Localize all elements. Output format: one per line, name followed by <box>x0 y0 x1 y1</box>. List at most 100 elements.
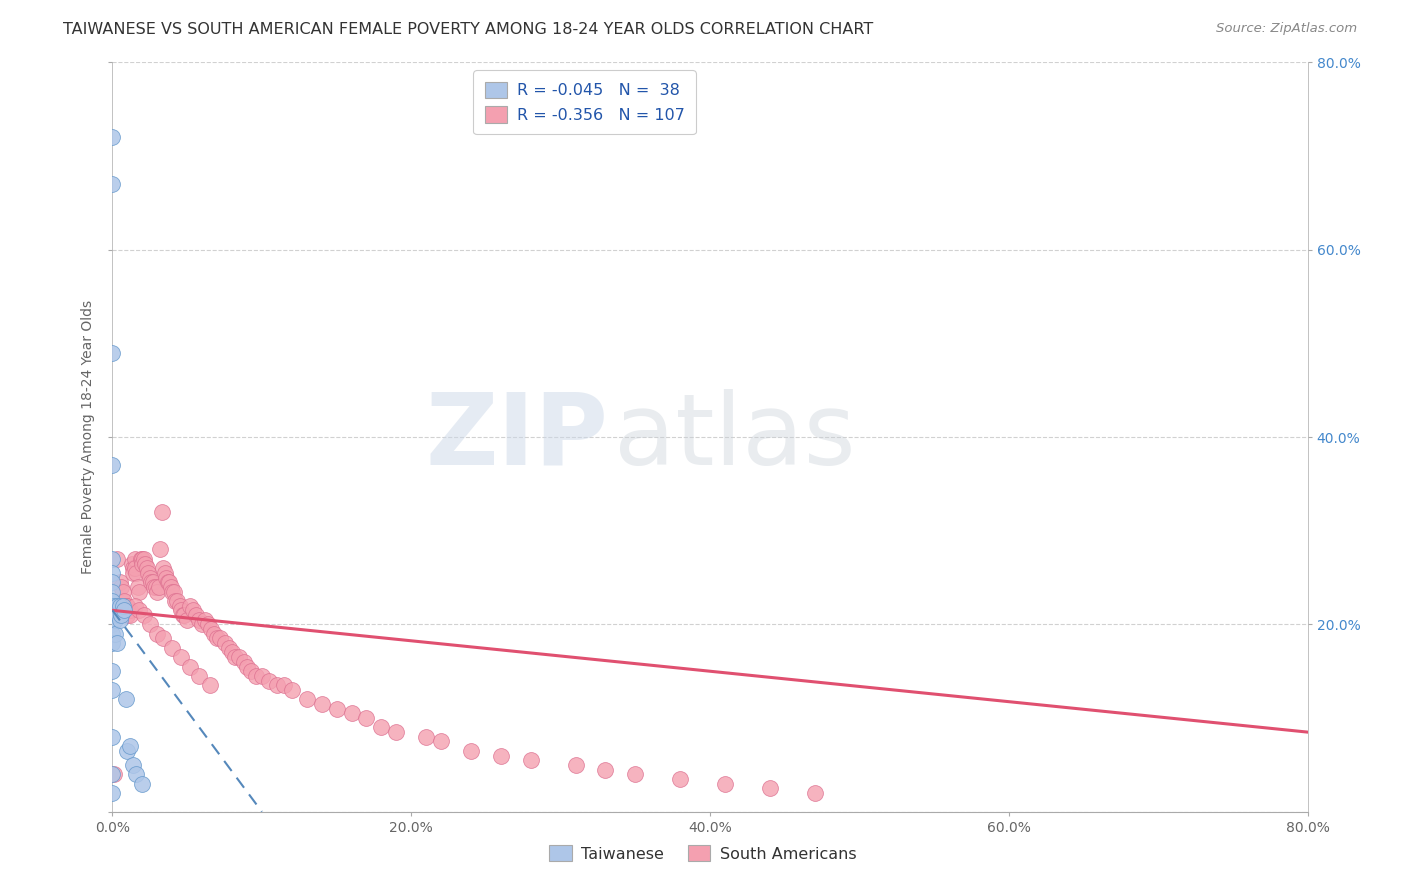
Point <box>142 575 165 590</box>
Point <box>104 626 127 640</box>
Point <box>103 608 125 623</box>
Point <box>101 608 124 623</box>
Point <box>124 551 146 566</box>
Point <box>245 669 267 683</box>
Point <box>110 580 132 594</box>
Point <box>117 608 139 623</box>
Point <box>101 730 124 744</box>
Point <box>115 599 138 613</box>
Point <box>156 575 179 590</box>
Point <box>152 561 174 575</box>
Point <box>128 584 150 599</box>
Point <box>340 706 363 721</box>
Point <box>197 617 219 632</box>
Point <box>157 575 180 590</box>
Point <box>188 613 211 627</box>
Point <box>101 613 124 627</box>
Point <box>170 650 193 665</box>
Point <box>110 608 132 623</box>
Point <box>356 711 378 725</box>
Y-axis label: Female Poverty Among 18-24 Year Olds: Female Poverty Among 18-24 Year Olds <box>82 300 96 574</box>
Point <box>205 632 228 646</box>
Point <box>101 551 124 566</box>
Point <box>159 580 181 594</box>
Point <box>135 561 157 575</box>
Point <box>233 655 256 669</box>
Point <box>228 650 250 665</box>
Point <box>489 748 512 763</box>
Point <box>281 683 304 698</box>
Point <box>250 669 273 683</box>
Point <box>101 603 124 617</box>
Point <box>115 692 138 706</box>
Point <box>218 640 240 655</box>
Text: Source: ZipAtlas.com: Source: ZipAtlas.com <box>1216 22 1357 36</box>
Point <box>120 608 142 623</box>
Point <box>103 599 125 613</box>
Point <box>415 730 437 744</box>
Point <box>101 636 124 650</box>
Point <box>120 603 142 617</box>
Point <box>148 580 170 594</box>
Point <box>114 594 135 608</box>
Point <box>122 758 145 772</box>
Point <box>131 776 153 791</box>
Point <box>202 626 225 640</box>
Point <box>149 542 172 557</box>
Point <box>153 566 176 580</box>
Point <box>191 617 214 632</box>
Point <box>162 640 183 655</box>
Point <box>138 566 160 580</box>
Point <box>460 744 482 758</box>
Text: atlas: atlas <box>614 389 856 485</box>
Point <box>240 664 263 679</box>
Point <box>209 632 232 646</box>
Point <box>143 580 166 594</box>
Point <box>107 608 129 623</box>
Point <box>101 130 124 145</box>
Point <box>669 772 692 786</box>
Point <box>564 758 586 772</box>
Point <box>259 673 281 688</box>
Point <box>108 599 131 613</box>
Point <box>200 622 222 636</box>
Point <box>214 636 236 650</box>
Point <box>173 608 195 623</box>
Point <box>198 678 221 692</box>
Point <box>105 599 128 613</box>
Point <box>124 599 146 613</box>
Point <box>101 584 124 599</box>
Point <box>121 557 143 571</box>
Point <box>108 575 131 590</box>
Point <box>150 505 173 519</box>
Point <box>162 584 183 599</box>
Point <box>595 763 617 777</box>
Point <box>105 551 128 566</box>
Point <box>188 669 211 683</box>
Point <box>311 697 333 711</box>
Point <box>101 617 124 632</box>
Legend: Taiwanese, South Americans: Taiwanese, South Americans <box>543 839 863 868</box>
Point <box>132 551 155 566</box>
Point <box>108 613 131 627</box>
Point <box>131 551 153 566</box>
Point <box>101 177 124 191</box>
Point <box>146 584 169 599</box>
Point <box>128 603 150 617</box>
Point <box>169 599 191 613</box>
Point <box>224 650 246 665</box>
Point <box>146 626 169 640</box>
Point <box>165 594 187 608</box>
Point <box>101 575 124 590</box>
Point <box>163 584 186 599</box>
Point <box>172 608 194 623</box>
Point <box>101 664 124 679</box>
Point <box>759 781 782 796</box>
Point <box>236 659 259 673</box>
Text: TAIWANESE VS SOUTH AMERICAN FEMALE POVERTY AMONG 18-24 YEAR OLDS CORRELATION CHA: TAIWANESE VS SOUTH AMERICAN FEMALE POVER… <box>63 22 873 37</box>
Point <box>520 753 543 767</box>
Point <box>120 739 142 753</box>
Point <box>139 571 162 585</box>
Point <box>170 603 193 617</box>
Point <box>117 603 139 617</box>
